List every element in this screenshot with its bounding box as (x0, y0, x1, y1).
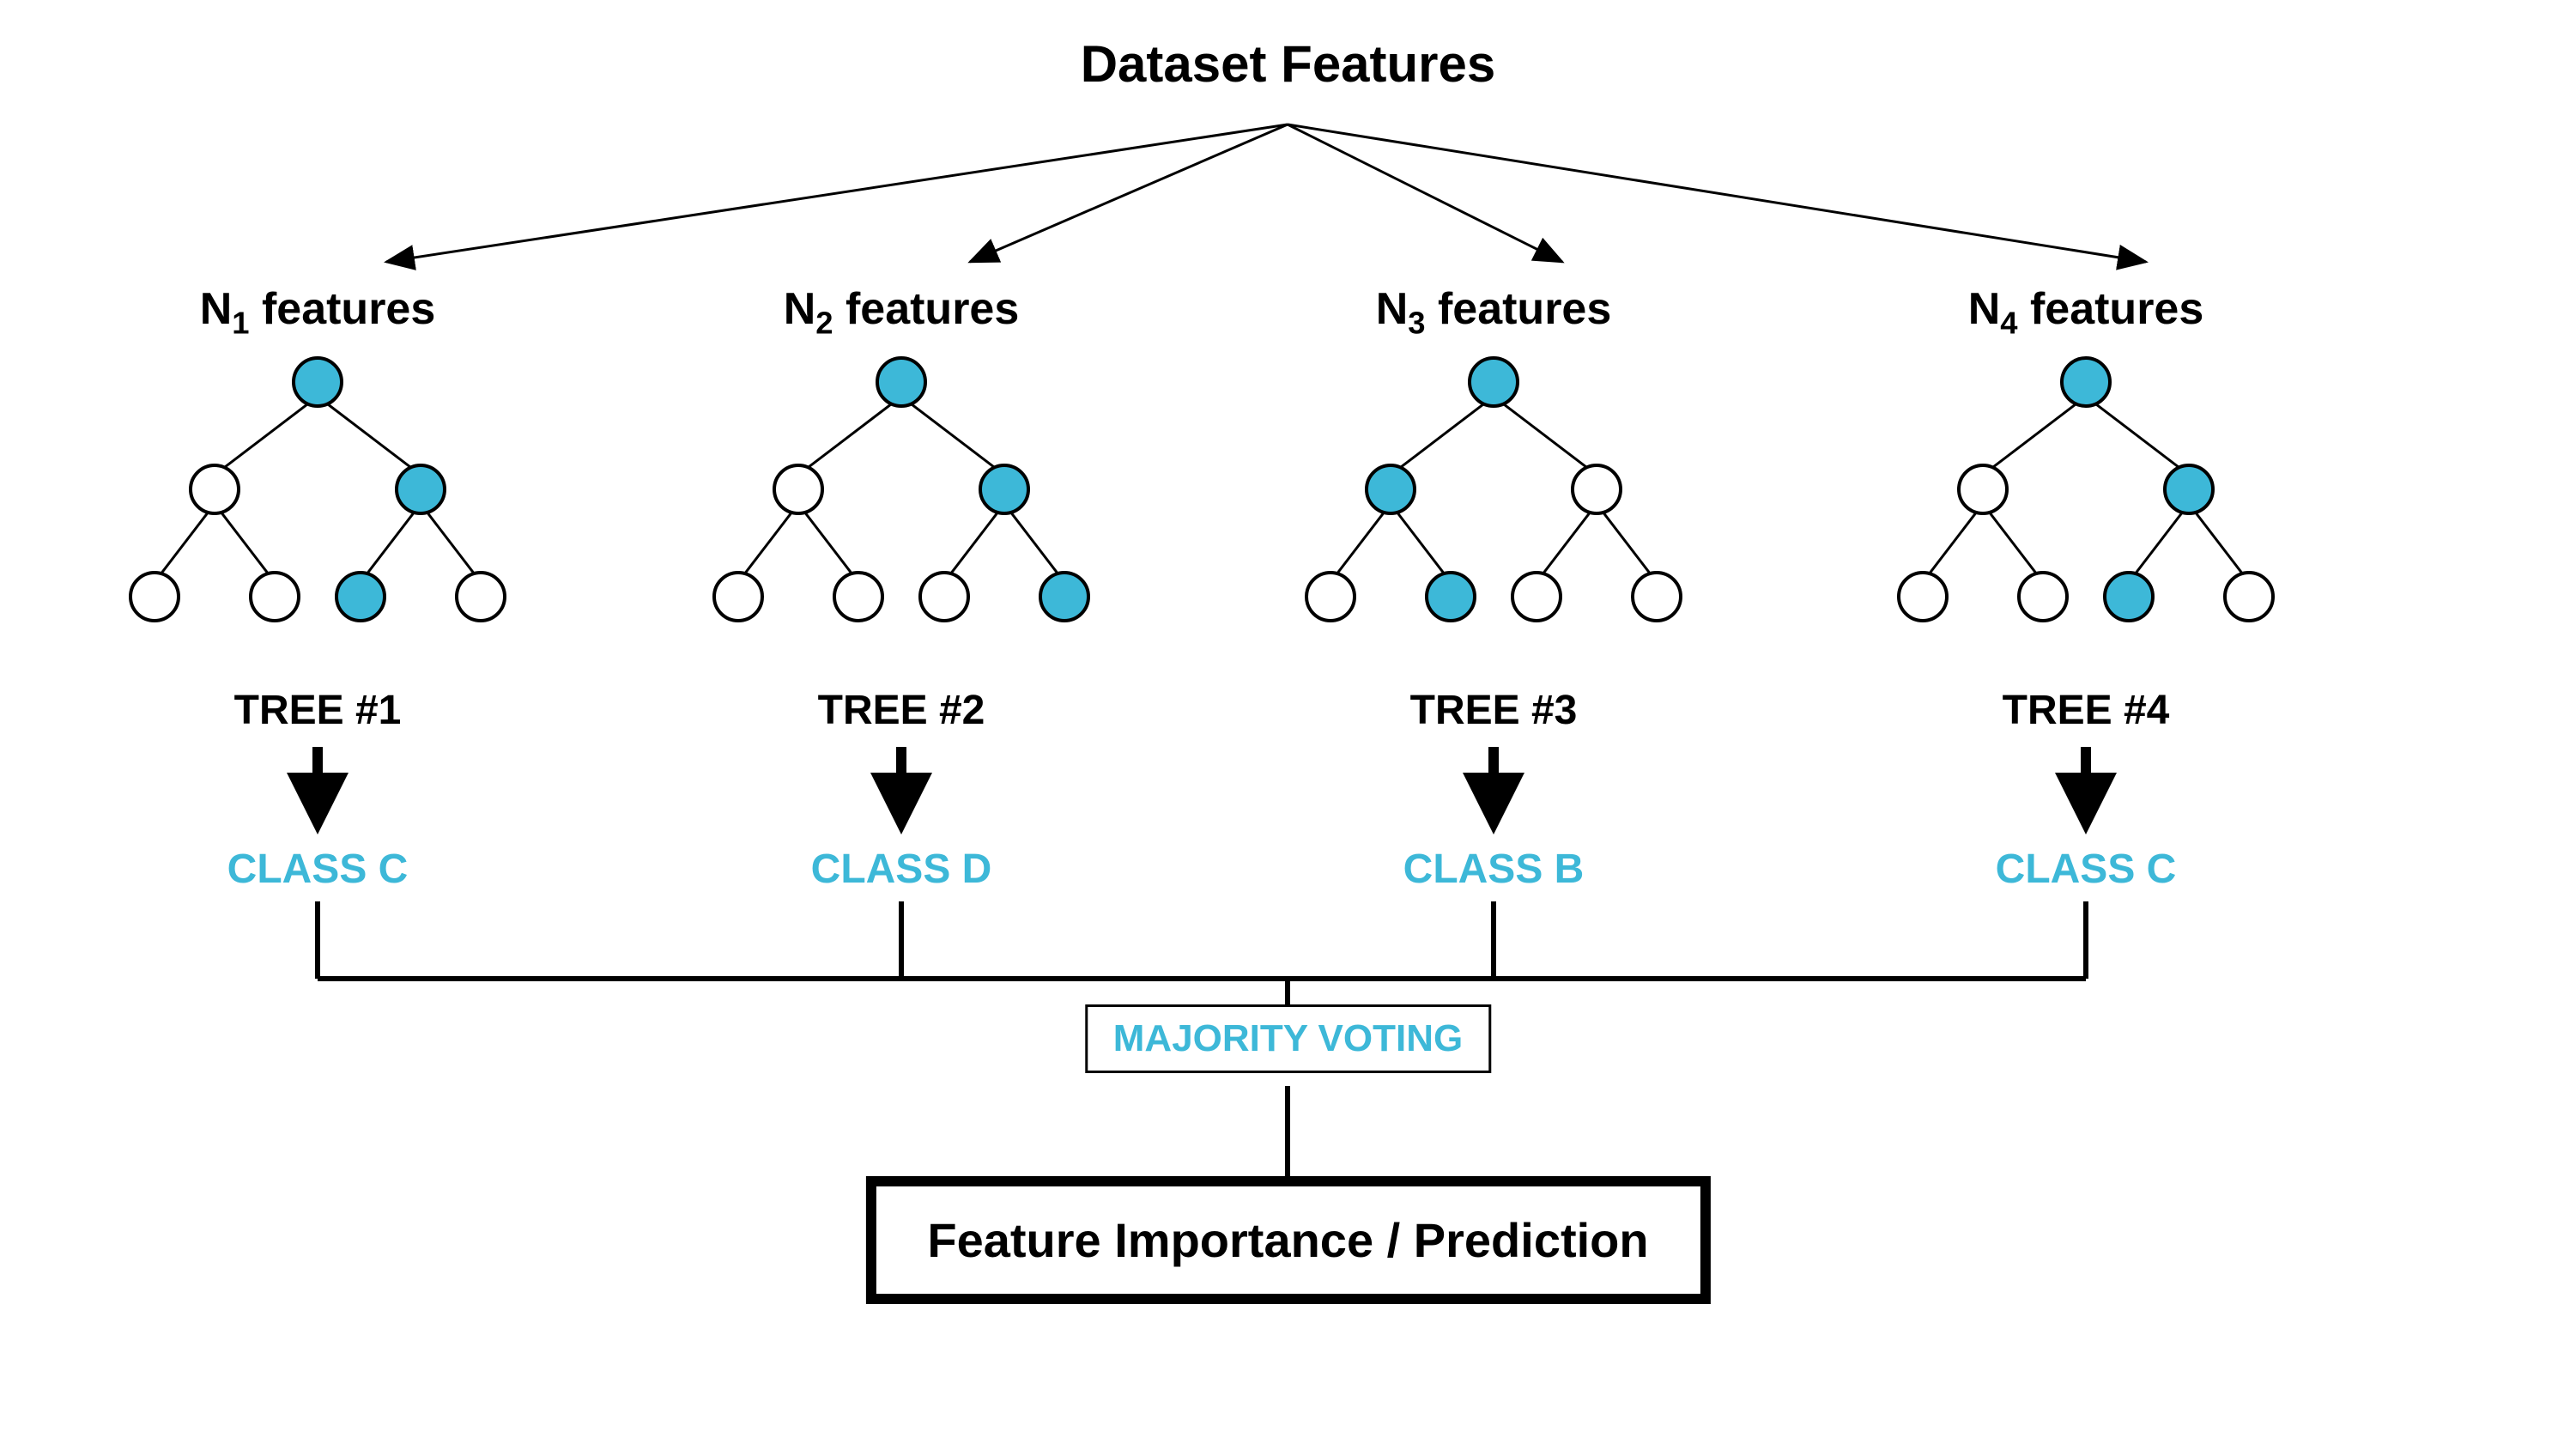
tree-label: TREE #4 (1957, 687, 2215, 734)
tree-label: TREE #2 (773, 687, 1030, 734)
diagram-container: Dataset Features N1 features TREE #1 CLASS… (0, 0, 2576, 1450)
prediction-box: Feature Importance / Prediction (865, 1176, 1710, 1304)
features-label: N4 features (1957, 283, 2215, 341)
majority-voting-label: MAJORITY VOTING (1113, 1017, 1463, 1059)
features-label: N1 features (189, 283, 446, 341)
tree-label: TREE #1 (189, 687, 446, 734)
class-label: CLASS D (773, 846, 1030, 893)
features-label: N2 features (773, 283, 1030, 341)
class-label: CLASS C (189, 846, 446, 893)
class-label: CLASS C (1957, 846, 2215, 893)
title-text: Dataset Features (1081, 34, 1496, 94)
features-label: N3 features (1365, 283, 1622, 341)
prediction-label: Feature Importance / Prediction (927, 1213, 1648, 1267)
tree-label: TREE #3 (1365, 687, 1622, 734)
class-label: CLASS B (1365, 846, 1622, 893)
majority-voting-box: MAJORITY VOTING (1085, 1004, 1491, 1073)
